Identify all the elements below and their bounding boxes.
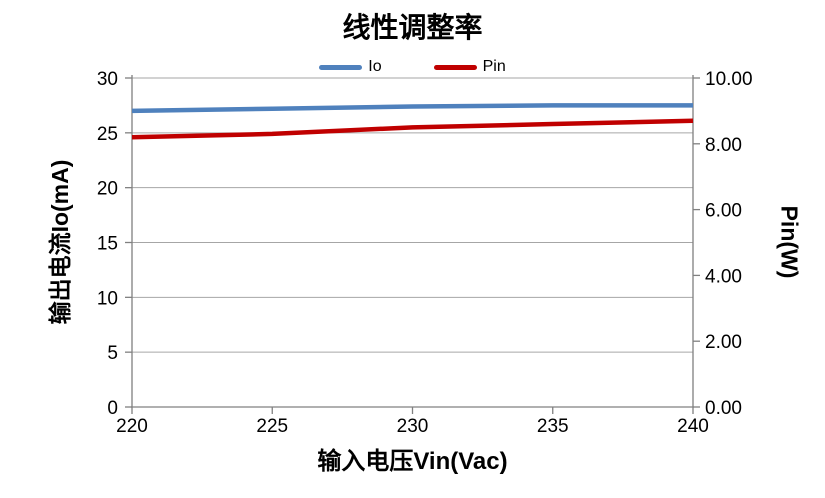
y-left-axis-title: 输出电流Io(mA) xyxy=(47,159,73,325)
x-tick-label: 220 xyxy=(116,416,148,437)
x-tick-label: 225 xyxy=(256,416,288,437)
y-left-tick-label: 30 xyxy=(97,69,118,90)
y-left-tick-label: 25 xyxy=(97,124,118,145)
chart-title: 线性调整率 xyxy=(342,11,483,44)
legend-label-io: Io xyxy=(368,58,382,75)
y-right-tick-label: 10.00 xyxy=(705,69,753,90)
legend-label-pin: Pin xyxy=(482,58,506,75)
y-right-tick-label: 6.00 xyxy=(705,201,742,222)
x-tick-label: 240 xyxy=(677,416,709,437)
y-left-tick-label: 0 xyxy=(107,398,118,419)
y-left-tick-label: 15 xyxy=(97,234,118,255)
y-left-tick-label: 5 xyxy=(107,343,118,364)
legend-item-io: Io xyxy=(319,58,382,75)
y-left-tick-label: 10 xyxy=(97,288,118,309)
io-line-swatch xyxy=(319,64,363,70)
pin-series-line xyxy=(131,118,694,140)
y-right-tick-label: 0.00 xyxy=(705,398,742,419)
y-right-axis-title: Pin(W) xyxy=(776,205,803,279)
io-series-line xyxy=(131,103,693,114)
y-right-tick-label: 8.00 xyxy=(705,135,742,156)
legend-item-pin: Pin xyxy=(433,58,506,75)
y-right-tick-label: 2.00 xyxy=(705,332,742,353)
x-tick-label: 235 xyxy=(537,416,569,437)
pin-line-swatch xyxy=(433,64,477,70)
x-axis-title: 输入电压Vin(Vac) xyxy=(317,448,508,475)
x-tick-label: 230 xyxy=(397,416,429,437)
y-right-tick-label: 4.00 xyxy=(705,266,742,287)
legend: Io Pin xyxy=(0,58,825,76)
y-left-tick-label: 20 xyxy=(97,179,118,200)
